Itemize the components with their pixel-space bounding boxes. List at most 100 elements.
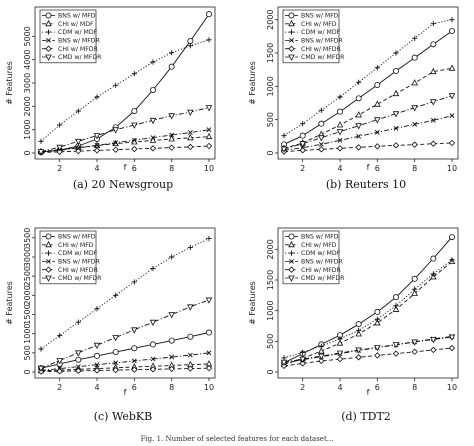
data-point bbox=[356, 327, 362, 333]
data-point bbox=[75, 108, 81, 114]
legend-entry: BNS w/ MFDR bbox=[58, 259, 101, 266]
x-axis-label: f bbox=[367, 388, 370, 397]
data-point bbox=[168, 63, 175, 70]
data-point bbox=[94, 362, 100, 368]
data-point bbox=[187, 133, 194, 141]
x-tick-label: 8 bbox=[412, 164, 417, 173]
data-point bbox=[56, 358, 63, 365]
x-tick-label: 2 bbox=[300, 383, 305, 392]
x-tick-label: 10 bbox=[204, 383, 214, 392]
series-line-6 bbox=[40, 107, 210, 153]
data-point bbox=[149, 136, 157, 143]
data-point bbox=[412, 286, 418, 292]
data-point bbox=[187, 43, 193, 49]
legend-entry: CDM w/ MDF bbox=[58, 29, 98, 36]
data-point bbox=[299, 141, 306, 148]
series-line-1 bbox=[40, 332, 210, 369]
legend-box bbox=[282, 9, 340, 64]
data-point bbox=[411, 348, 418, 355]
data-point bbox=[300, 121, 306, 127]
data-point bbox=[75, 145, 81, 151]
data-point bbox=[355, 95, 362, 102]
data-point bbox=[356, 133, 362, 139]
series-line-5 bbox=[40, 367, 210, 373]
x-axis-label: f bbox=[367, 163, 370, 172]
data-point bbox=[318, 357, 325, 365]
data-point bbox=[392, 142, 400, 149]
data-point bbox=[113, 292, 119, 298]
x-tick-label: 4 bbox=[337, 164, 342, 173]
y-tick-label: 1000 bbox=[23, 119, 32, 139]
legend-marker bbox=[45, 275, 52, 282]
legend-marker bbox=[288, 275, 295, 282]
data-point bbox=[131, 108, 138, 115]
y-tick-label: 0 bbox=[23, 369, 32, 374]
data-point bbox=[430, 21, 436, 27]
legend-marker bbox=[45, 250, 52, 256]
data-point bbox=[38, 138, 44, 144]
data-point bbox=[187, 333, 194, 340]
y-tick-label: 3500 bbox=[23, 228, 32, 248]
data-point bbox=[57, 332, 63, 339]
x-tick-label: 4 bbox=[94, 164, 99, 173]
data-point bbox=[318, 353, 325, 360]
data-point bbox=[355, 321, 362, 328]
data-point bbox=[113, 360, 119, 366]
series-line-4 bbox=[40, 129, 210, 153]
plot-frame bbox=[277, 6, 459, 160]
data-point bbox=[149, 319, 157, 327]
legend-entry: CDM w/ MDF bbox=[58, 250, 98, 257]
data-point bbox=[75, 319, 81, 325]
data-point bbox=[300, 349, 306, 355]
series-line-1 bbox=[283, 236, 453, 364]
data-point bbox=[56, 368, 63, 375]
data-point bbox=[131, 71, 137, 77]
data-point bbox=[411, 141, 418, 148]
legend-entry: BNS w/ MFD bbox=[58, 234, 96, 241]
data-point bbox=[75, 356, 82, 363]
legend-marker bbox=[45, 29, 52, 35]
y-tick-label: 1000 bbox=[23, 323, 32, 343]
data-point bbox=[149, 145, 157, 152]
data-point bbox=[449, 257, 455, 263]
panel-caption: (d) TDT2 bbox=[341, 410, 391, 423]
panel-caption: (c) WebKB bbox=[94, 410, 153, 423]
data-point bbox=[187, 352, 193, 358]
data-point bbox=[168, 337, 175, 344]
panel-caption: (b) Reuters 10 bbox=[326, 178, 406, 191]
data-point bbox=[205, 329, 212, 336]
data-point bbox=[449, 17, 455, 23]
chart-panel-1: 2 4 6 8 10 0 1000 2000 3000 4000 5000 # Features f (a… bbox=[5, 6, 216, 191]
data-point bbox=[187, 109, 194, 117]
data-point bbox=[131, 279, 137, 285]
data-point bbox=[205, 132, 213, 140]
data-point bbox=[337, 94, 343, 100]
legend-marker bbox=[289, 259, 294, 264]
data-point bbox=[337, 336, 343, 342]
data-point bbox=[94, 142, 100, 148]
legend-box bbox=[39, 9, 97, 64]
data-point bbox=[355, 111, 362, 118]
legend-entry: BNS w/ MFDR bbox=[301, 38, 344, 45]
data-point bbox=[374, 143, 381, 150]
legend-entry: BNS w/ MFD bbox=[58, 13, 96, 20]
legend-entry: CHI w/ MFD bbox=[58, 242, 94, 249]
y-tick-label: 500 bbox=[266, 112, 275, 127]
legend-entry: CHI w/ MFDR bbox=[301, 267, 342, 274]
x-tick-label: 8 bbox=[169, 383, 174, 392]
data-point bbox=[412, 35, 418, 41]
y-tick-label: 4000 bbox=[23, 49, 32, 69]
data-point bbox=[149, 117, 157, 125]
data-point bbox=[206, 236, 212, 242]
data-point bbox=[131, 137, 137, 143]
legend-marker bbox=[45, 45, 52, 52]
legend-entry: CDM w/ MDF bbox=[301, 250, 341, 257]
data-point bbox=[131, 145, 138, 153]
data-point bbox=[281, 355, 287, 361]
data-point bbox=[299, 360, 306, 367]
data-point bbox=[75, 364, 81, 370]
data-point bbox=[149, 87, 156, 94]
